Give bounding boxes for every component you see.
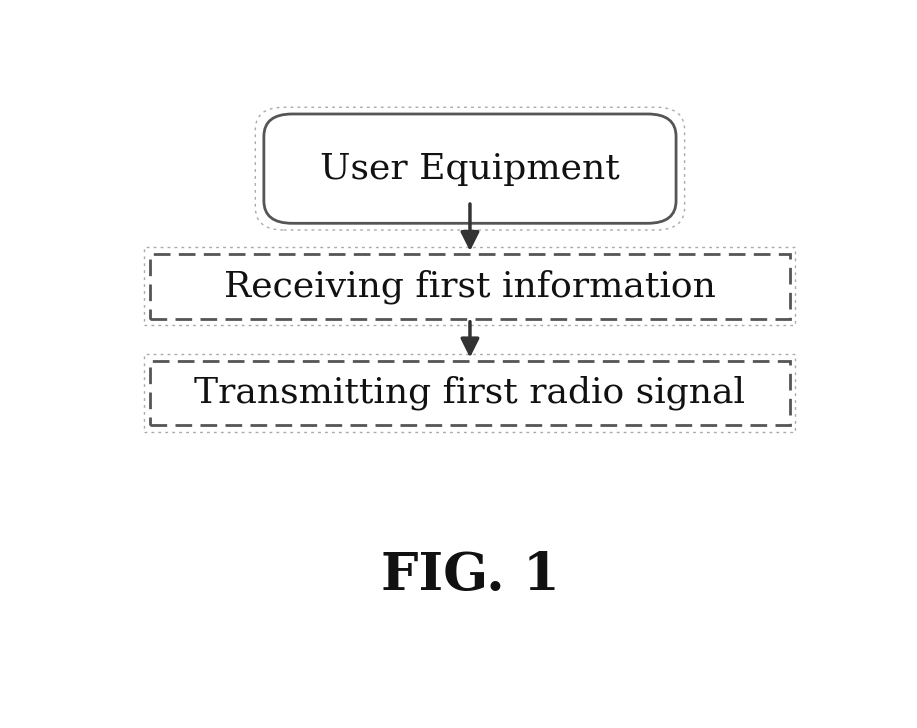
Text: FIG. 1: FIG. 1 bbox=[381, 550, 559, 601]
Text: User Equipment: User Equipment bbox=[320, 151, 620, 186]
FancyBboxPatch shape bbox=[150, 360, 790, 425]
Text: Receiving first information: Receiving first information bbox=[224, 269, 716, 304]
Text: Transmitting first radio signal: Transmitting first radio signal bbox=[194, 376, 746, 410]
FancyBboxPatch shape bbox=[264, 114, 676, 223]
FancyBboxPatch shape bbox=[150, 254, 790, 319]
